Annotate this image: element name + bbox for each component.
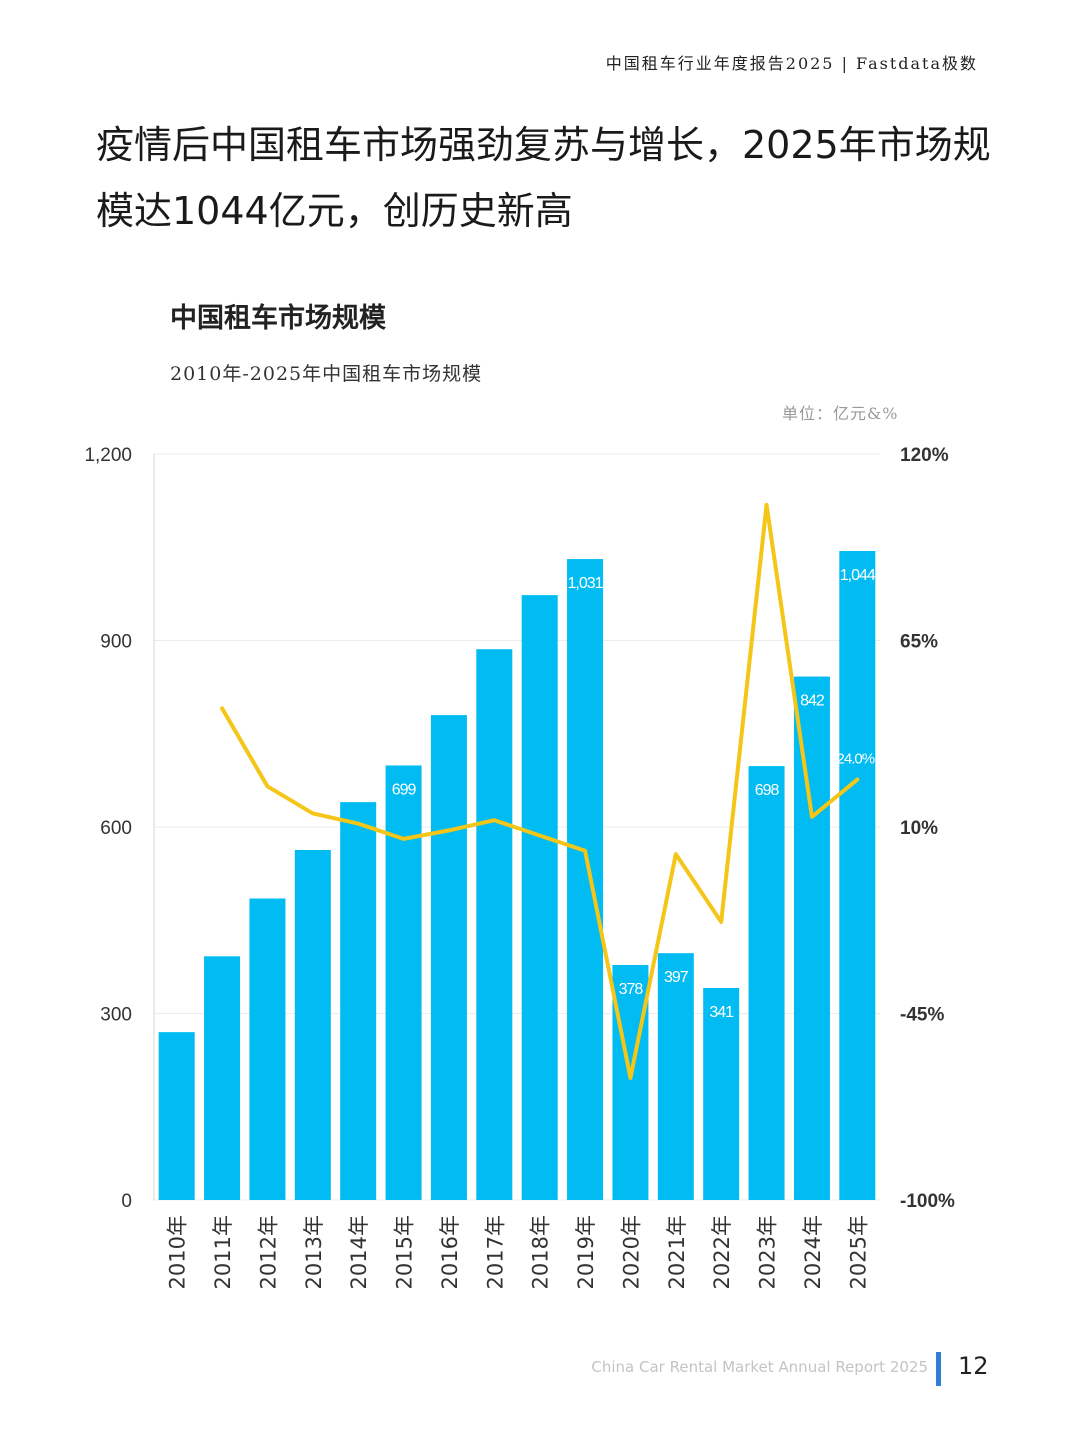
y-right-tick-label: -45%: [900, 1005, 944, 1026]
x-category-label: 2021年: [665, 1215, 689, 1289]
bar-data-label: 341: [709, 1004, 734, 1021]
chart-title: 中国租车市场规模: [170, 303, 386, 334]
x-category-label: 2017年: [483, 1215, 507, 1289]
unit-label: 单位：亿元&%: [782, 404, 899, 423]
bar: [340, 802, 377, 1200]
bar-data-label: 1,031: [568, 575, 604, 592]
page-headline: 疫情后中国租车市场强劲复苏与增长，2025年市场规模达1044亿元，创历史新高: [96, 123, 991, 233]
bar: [839, 550, 876, 1200]
bar: [158, 1032, 195, 1200]
x-category-label: 2014年: [347, 1215, 371, 1289]
x-category-label: 2020年: [619, 1215, 643, 1289]
y-right-tick-label: 65%: [900, 632, 938, 653]
x-category-label: 2013年: [302, 1215, 326, 1289]
y-left-tick-label: 0: [121, 1191, 132, 1212]
bar: [703, 988, 740, 1200]
x-category-label: 2019年: [574, 1215, 598, 1289]
footer-accent-bar: [936, 1352, 941, 1386]
x-category-label: 2012年: [256, 1215, 280, 1289]
y-left-tick-label: 900: [100, 632, 132, 653]
bar: [385, 765, 422, 1200]
footer-report-name: China Car Rental Market Annual Report 20…: [591, 1358, 928, 1376]
y-right-tick-label: -100%: [900, 1191, 955, 1212]
line-data-label: 24.0%: [837, 751, 875, 768]
y-right-tick-label: 120%: [900, 445, 949, 466]
x-category-label: 2018年: [529, 1215, 553, 1289]
bar: [249, 898, 286, 1200]
bar-data-label: 698: [755, 782, 780, 799]
bar-data-label: 397: [664, 969, 689, 986]
bar-data-label: 1,044: [840, 567, 876, 584]
report-header: 中国租车行业年度报告2025 | Fastdata极数: [605, 54, 978, 73]
y-left-tick-label: 1,200: [84, 445, 132, 466]
y-right-tick-label: 10%: [900, 818, 938, 839]
bar-data-label: 842: [800, 693, 825, 710]
x-category-label: 2015年: [393, 1215, 417, 1289]
x-category-label: 2011年: [211, 1215, 235, 1289]
x-category-label: 2022年: [710, 1215, 734, 1289]
bar: [204, 956, 241, 1200]
chart-subtitle: 2010年-2025年中国租车市场规模: [170, 363, 483, 385]
growth-rate-line: [220, 502, 860, 1080]
bar: [793, 676, 830, 1200]
bar: [748, 766, 785, 1200]
y-left-tick-label: 600: [100, 818, 132, 839]
bar: [294, 850, 331, 1200]
x-category-label: 2016年: [438, 1215, 462, 1289]
bar-data-label: 699: [392, 781, 417, 798]
x-category-label: 2023年: [756, 1215, 780, 1289]
bar: [521, 595, 558, 1200]
x-category-label: 2024年: [801, 1215, 825, 1289]
page-number: 12: [958, 1352, 989, 1380]
bar: [612, 965, 649, 1200]
y-left-tick-label: 300: [100, 1005, 132, 1026]
bar: [657, 953, 694, 1200]
x-category-label: 2010年: [166, 1215, 190, 1289]
bar: [567, 559, 604, 1200]
x-category-label: 2025年: [846, 1215, 870, 1289]
bar: [476, 649, 513, 1200]
bar: [430, 715, 467, 1200]
bar-data-label: 378: [619, 981, 644, 998]
